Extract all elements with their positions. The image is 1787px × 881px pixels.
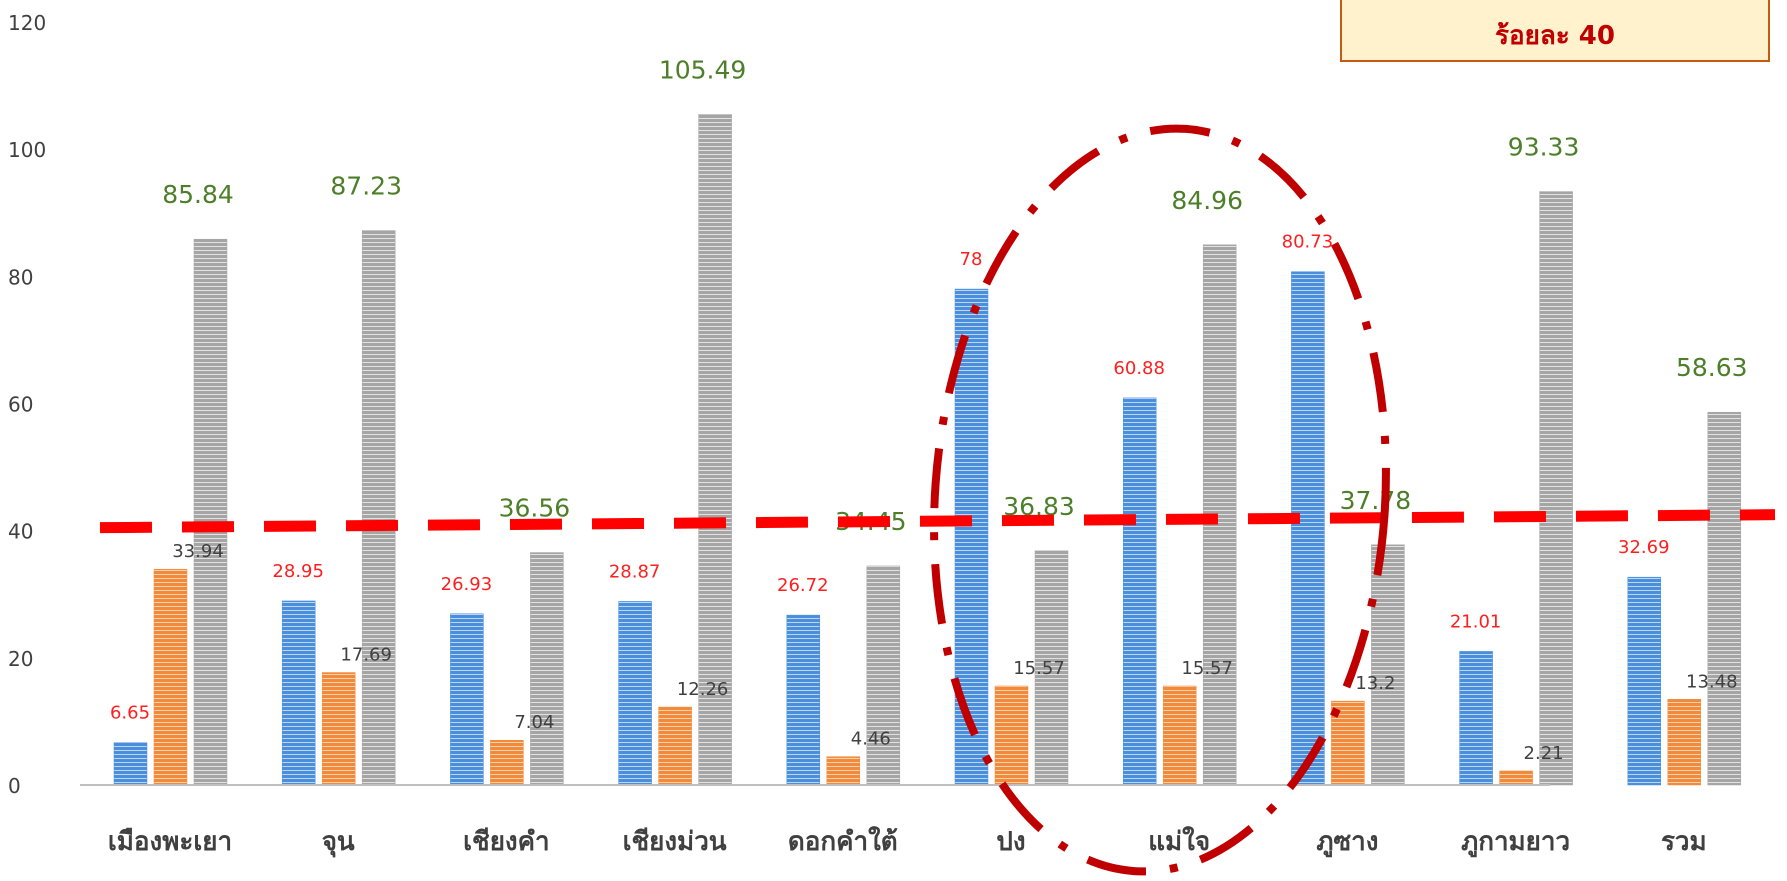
bar-series-1 [1627, 576, 1662, 786]
data-label-series-3: 58.63 [1676, 353, 1748, 382]
data-label-series-2: 13.2 [1355, 673, 1395, 694]
reference-line [99, 509, 1776, 534]
data-label-series-1: 60.88 [1113, 358, 1165, 379]
data-label-series-3: 93.33 [1508, 133, 1580, 162]
data-label-series-1: 28.87 [609, 561, 661, 582]
data-label-series-2: 33.94 [172, 541, 224, 562]
bar-series-2 [490, 739, 524, 786]
y-tick-label: 60 [8, 393, 33, 417]
bar-series-3 [530, 552, 564, 786]
bar-series-1 [281, 600, 316, 786]
data-label-series-3: 36.56 [499, 494, 571, 523]
bar-series-2 [994, 685, 1029, 786]
data-label-series-2: 2.21 [1524, 743, 1564, 764]
x-category-label: ภูซาง [1316, 827, 1378, 858]
bar-series-2 [321, 672, 356, 786]
bar-series-3 [1539, 191, 1573, 786]
data-label-series-2: 4.46 [851, 729, 891, 750]
data-label-series-1: 26.93 [441, 574, 493, 595]
bar-series-3 [698, 114, 732, 786]
bar-series-3 [1371, 544, 1405, 786]
bar-series-1 [786, 614, 821, 786]
y-tick-label: 40 [8, 520, 33, 544]
data-label-series-3: 105.49 [659, 55, 746, 84]
data-label-series-3: 84.96 [1171, 186, 1243, 215]
reference-callout: ร้อยละ 40 [1340, 0, 1770, 62]
data-label-series-3: 85.84 [162, 180, 234, 209]
y-tick-label: 0 [8, 774, 21, 798]
data-label-series-3: 37.78 [1340, 486, 1412, 515]
data-label-series-1: 80.73 [1282, 232, 1334, 253]
bar-series-2 [153, 568, 188, 786]
bar-series-2 [1162, 685, 1197, 786]
bar-series-1 [1291, 271, 1325, 786]
bar-series-3 [1707, 411, 1742, 786]
data-label-series-1: 26.72 [777, 575, 829, 596]
data-label-series-2: 13.48 [1686, 671, 1738, 692]
bar-series-3 [361, 230, 396, 786]
bar-series-2 [658, 706, 692, 786]
data-label-series-2: 17.69 [340, 645, 392, 666]
bar-series-2 [1667, 699, 1702, 786]
x-category-label: เชียงม่วน [623, 827, 727, 857]
data-label-series-3: 87.23 [330, 171, 402, 200]
data-label-series-1: 78 [960, 249, 983, 270]
x-category-label: จุน [322, 827, 355, 858]
data-label-series-2: 15.57 [1181, 658, 1233, 679]
y-tick-label: 100 [8, 138, 46, 162]
data-label-series-2: 15.57 [1013, 658, 1065, 679]
bar-series-1 [1122, 397, 1157, 786]
bar-series-3 [193, 238, 228, 786]
data-label-series-1: 32.69 [1618, 537, 1670, 558]
data-label-series-1: 28.95 [272, 561, 324, 582]
x-category-label: เชียงคำ [463, 827, 549, 857]
bar-series-3 [866, 565, 901, 786]
x-category-label: รวม [1661, 827, 1707, 857]
y-tick-label: 80 [8, 265, 33, 289]
bar-series-1 [1459, 651, 1493, 786]
x-category-label: ปง [996, 827, 1025, 857]
x-category-label: แม่ใจ [1148, 826, 1210, 857]
y-tick-label: 120 [8, 11, 46, 35]
bar-series-2 [826, 756, 861, 786]
bar-series-1 [618, 601, 652, 786]
x-category-label: ภูกามยาว [1461, 827, 1570, 858]
reference-callout-text: ร้อยละ 40 [1495, 20, 1615, 51]
highlight-ellipse [930, 124, 1390, 876]
bar-series-3 [1034, 550, 1069, 786]
x-category-label: เมืองพะเยา [108, 827, 232, 857]
data-label-series-1: 6.65 [110, 703, 150, 724]
data-label-series-2: 12.26 [677, 679, 729, 700]
y-tick-label: 20 [8, 647, 33, 671]
x-category-label: ดอกคำใต้ [788, 826, 898, 857]
data-label-series-2: 7.04 [514, 712, 554, 733]
bar-series-2 [1499, 770, 1533, 786]
bar-series-1 [113, 742, 148, 786]
bar-series-1 [450, 613, 484, 786]
data-label-series-1: 21.01 [1450, 611, 1502, 632]
